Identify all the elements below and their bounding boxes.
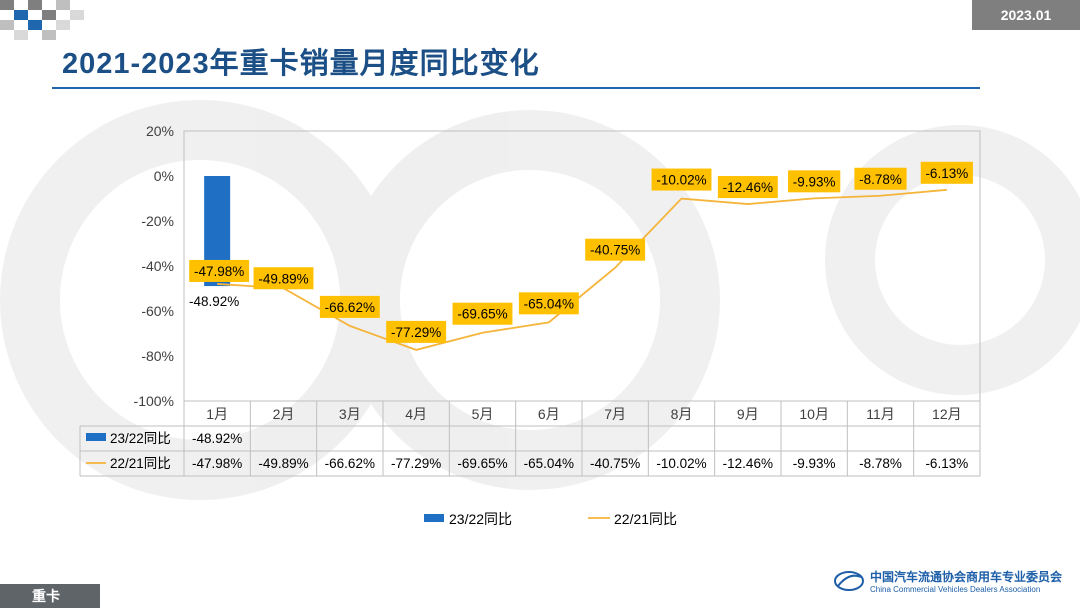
line-data-label: -40.75% [590,243,640,258]
y-tick-label: -60% [141,303,174,319]
table-cell: -40.75% [590,456,640,471]
date-badge: 2023.01 [972,0,1080,30]
page-title: 2021-2023年重卡销量月度同比变化 [62,48,540,80]
footer-tab: 重卡 [0,584,100,608]
line-data-label-bg [386,320,447,343]
table-cell: -65.04% [524,456,574,471]
table-cell: -9.93% [793,456,836,471]
table-cell: -69.65% [457,456,507,471]
y-tick-label: -40% [141,258,174,274]
y-tick-label: 0% [154,168,174,184]
x-tick-label: 1月 [206,406,228,422]
line-data-label: -69.65% [457,307,507,322]
corner-pattern [0,0,84,40]
table-cell: -66.62% [325,456,375,471]
line-data-label: -6.13% [925,166,968,181]
table-cell: -49.89% [258,456,308,471]
table-cell: -77.29% [391,456,441,471]
title-divider [52,87,980,89]
line-data-label: -47.98% [194,264,244,279]
line-data-label-bg [518,292,579,315]
table-key-bar [86,433,106,441]
chart: 20% 0% -20% -40% -60% -80% -100% -48.92% -47.98%… [0,100,1080,527]
line-data-label-bg [319,295,380,318]
y-tick-label: -100% [134,393,174,409]
line-data-label: -10.02% [656,173,706,188]
table-row-header: 22/21同比 [110,456,171,471]
line-data-label: -77.29% [391,325,441,340]
line-data-label-bg [920,161,973,184]
org-name-cn: 中国汽车流通协会商用车专业委员会 [869,570,1062,584]
legend-label: 22/21同比 [614,511,677,527]
bar-data-label: -48.92% [189,294,239,309]
table-cell: -12.46% [723,456,773,471]
line-data-label-bg [189,259,250,282]
x-tick-label: 3月 [339,406,361,422]
table-cell: -47.98% [192,456,242,471]
x-tick-label: 8月 [671,406,693,422]
legend-label: 23/22同比 [449,511,512,527]
line-data-label-bg [253,267,314,290]
table-cell: -6.13% [925,456,968,471]
cvda-logo-icon [833,571,864,591]
line-data-label-bg [585,238,646,261]
table-row-header: 23/22同比 [110,431,171,446]
x-tick-label: 5月 [472,406,494,422]
x-tick-label: 2月 [273,406,295,422]
org-logo: 中国汽车流通协会商用车专业委员会 China Commercial Vehicl… [833,568,1062,594]
legend-key-bar [424,514,444,522]
line-data-label-bg [717,176,778,199]
x-tick-label: 4月 [405,406,427,422]
line-data-label-bg [651,168,712,191]
table-cell: -48.92% [192,431,242,446]
table-cell: -10.02% [656,456,706,471]
line-data-label-bg [788,170,841,193]
y-tick-label: -80% [141,348,174,364]
x-tick-label: 7月 [604,406,626,422]
x-tick-label: 9月 [737,406,759,422]
x-tick-label: 6月 [538,406,560,422]
line-data-label: -9.93% [793,174,836,189]
x-tick-label: 10月 [799,406,829,422]
line-data-label-bg [854,167,907,190]
x-tick-label: 11月 [866,406,895,422]
line-data-label: -49.89% [258,271,308,286]
table-cell: -8.78% [859,456,902,471]
org-name-en: China Commercial Vehicles Dealers Associ… [869,585,1041,594]
y-tick-label: 20% [146,123,174,139]
line-data-label: -12.46% [723,180,773,195]
line-data-label: -65.04% [524,296,574,311]
line-series-22-21 [217,188,947,351]
y-tick-label: -20% [141,213,174,229]
line-data-label: -8.78% [859,172,902,187]
line-data-label: -66.62% [325,300,375,315]
line-data-label-bg [452,302,513,325]
x-tick-label: 12月 [932,406,962,422]
